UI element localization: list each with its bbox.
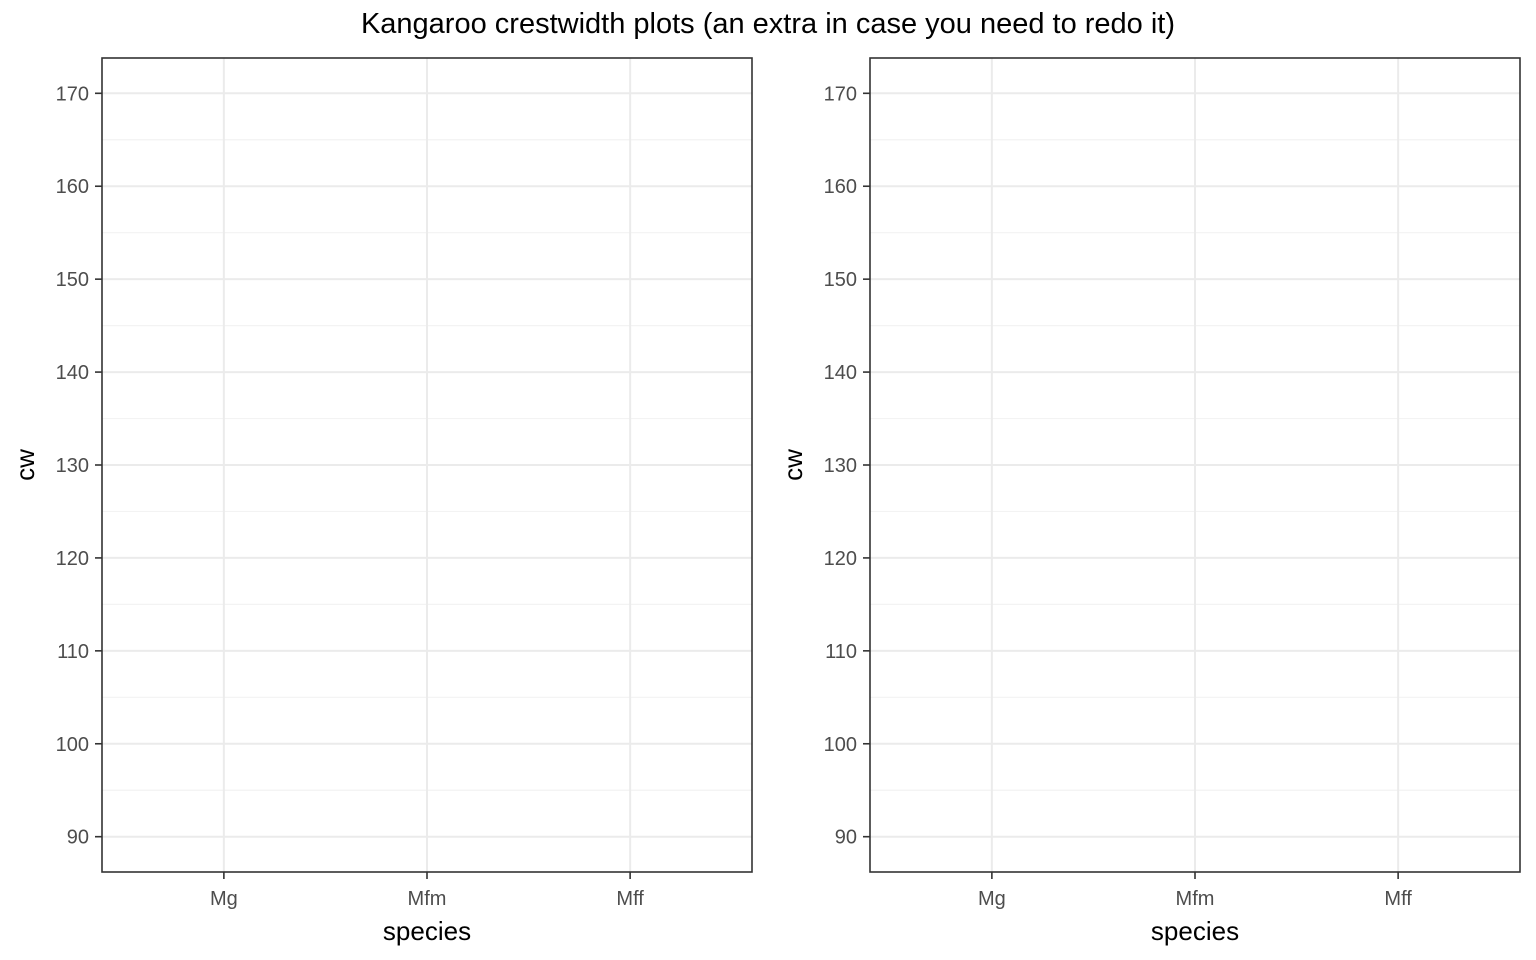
y-axis-title: cw <box>10 449 40 481</box>
y-tick-label: 140 <box>56 362 89 384</box>
x-tick-label: Mfm <box>1176 888 1215 910</box>
y-tick-label: 170 <box>824 83 857 105</box>
y-tick-label: 160 <box>56 176 89 198</box>
y-tick-label: 170 <box>56 83 89 105</box>
y-tick-label: 150 <box>56 269 89 291</box>
y-tick-label: 160 <box>824 176 857 198</box>
y-tick-label: 150 <box>824 269 857 291</box>
panel-border <box>869 57 1521 873</box>
y-tick-label: 120 <box>824 548 857 570</box>
y-tick-label: 130 <box>824 455 857 477</box>
x-tick-label: Mfm <box>408 888 447 910</box>
y-tick-label: 120 <box>56 548 89 570</box>
panel-2: 90 100 110 120 130 140 150 160 170 Mg Mfm Mff specie… <box>778 57 1521 946</box>
x-tick-label: Mg <box>978 888 1006 910</box>
y-tick-label: 100 <box>824 734 857 756</box>
y-tick-label: 90 <box>67 827 89 849</box>
y-tick-label: 90 <box>835 827 857 849</box>
y-axis-title: cw <box>778 449 808 481</box>
y-tick-label: 100 <box>56 734 89 756</box>
x-axis-title: species <box>1151 916 1239 946</box>
panel-border <box>101 57 753 873</box>
y-tick-label: 110 <box>57 641 89 663</box>
figure-title: Kangaroo crestwidth plots (an extra in c… <box>361 8 1175 40</box>
x-tick-label: Mff <box>1384 888 1412 910</box>
x-tick-label: Mg <box>210 888 238 910</box>
panel-1: 90 100 110 120 130 140 150 160 170 Mg Mfm Mff specie… <box>10 57 753 946</box>
y-tick-label: 110 <box>825 641 857 663</box>
x-axis-title: species <box>383 916 471 946</box>
y-tick-label: 130 <box>56 455 89 477</box>
y-tick-label: 140 <box>824 362 857 384</box>
x-tick-label: Mff <box>616 888 644 910</box>
